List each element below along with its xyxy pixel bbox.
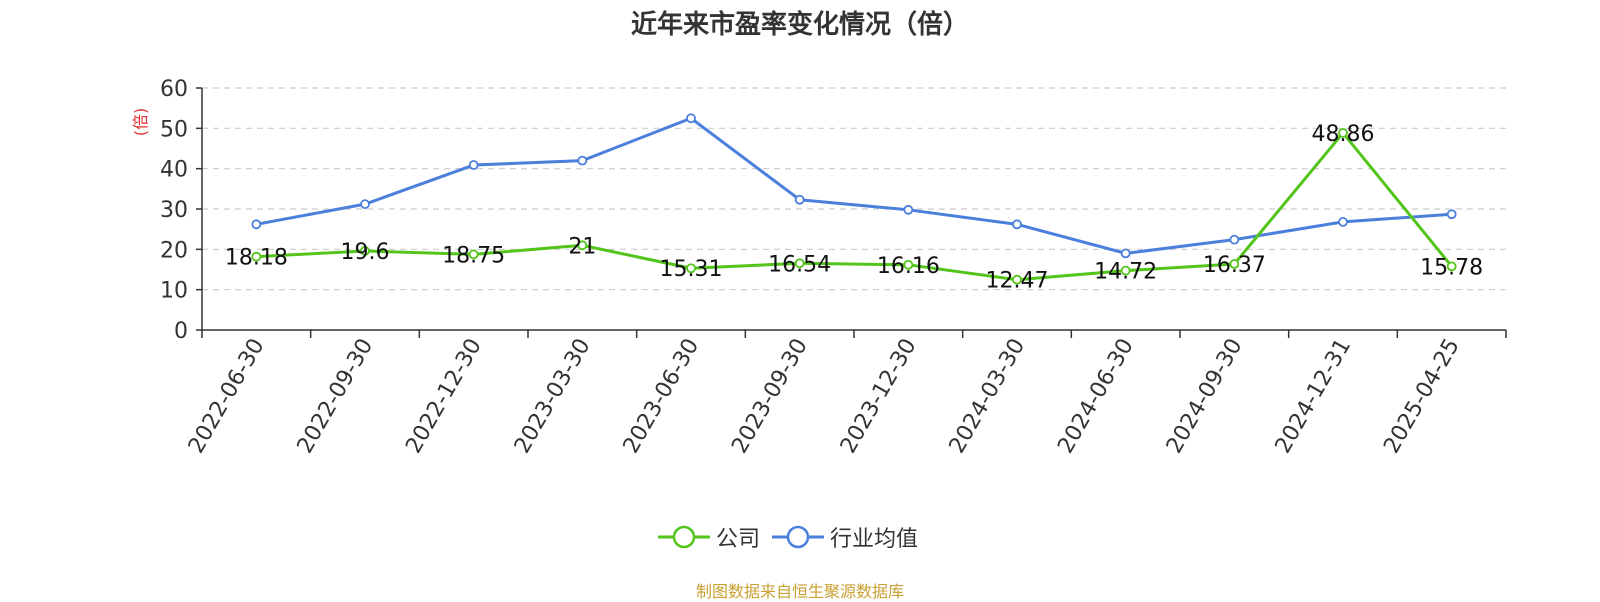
x-tick-label: 2024-03-30 bbox=[945, 335, 1031, 458]
x-tick-label: 2022-12-30 bbox=[401, 335, 487, 458]
legend-marker-company-icon bbox=[658, 525, 710, 549]
y-tick-label: 40 bbox=[160, 158, 188, 183]
point-company bbox=[794, 258, 805, 269]
data-label-company: 19.6 bbox=[341, 240, 390, 265]
point-company bbox=[1012, 274, 1022, 285]
data-label-company: 21 bbox=[568, 234, 596, 259]
x-tick-label: 2023-03-30 bbox=[510, 335, 596, 458]
x-tick-label: 2023-09-30 bbox=[727, 335, 813, 458]
x-tick-label: 2025-04-25 bbox=[1379, 335, 1465, 458]
x-tick-label: 2022-09-30 bbox=[293, 335, 379, 458]
data-label-company: 48.86 bbox=[1312, 122, 1375, 147]
legend-item-company[interactable]: 公司 bbox=[658, 520, 760, 554]
data-label-company: 15.78 bbox=[1420, 255, 1483, 280]
series-lines bbox=[251, 113, 1457, 285]
grid-lines bbox=[202, 87, 1506, 291]
y-tick-label: 60 bbox=[160, 77, 188, 102]
data-labels: 18.18 19.6 18.75 21 15.31 16.54 16.16 12.47 14.7… bbox=[225, 122, 1483, 294]
point-company bbox=[686, 263, 696, 274]
data-label-company: 18.75 bbox=[442, 243, 505, 268]
data-label-company: 15.31 bbox=[660, 257, 723, 282]
series-line-company bbox=[256, 131, 1453, 282]
y-tick-label: 10 bbox=[160, 279, 188, 304]
series-line-industry-avg bbox=[256, 116, 1452, 255]
data-label-company: 14.72 bbox=[1094, 260, 1157, 285]
point-industry-avg bbox=[251, 219, 262, 230]
point-industry-avg bbox=[360, 199, 370, 210]
y-tick-label: 30 bbox=[160, 198, 188, 223]
point-company bbox=[1229, 259, 1240, 269]
data-label-company: 16.16 bbox=[877, 254, 940, 279]
data-label-company: 16.54 bbox=[768, 252, 831, 277]
y-axis-label: (倍) bbox=[131, 108, 150, 137]
y-tick-label: 50 bbox=[160, 117, 188, 142]
point-industry-avg bbox=[1446, 209, 1457, 220]
line-chart: 0 10 20 30 40 50 60 (倍) 2022-06-30 2022-09-30 2022… bbox=[131, 77, 1507, 458]
point-industry-avg bbox=[1120, 248, 1131, 259]
x-tick-label: 2023-06-30 bbox=[619, 335, 705, 458]
y-tick-label: 20 bbox=[160, 238, 188, 263]
point-company bbox=[1338, 128, 1348, 138]
source-note: 制图数据来自恒生聚源数据库 bbox=[695, 582, 904, 601]
point-company bbox=[468, 249, 479, 260]
data-label-company: 18.18 bbox=[225, 246, 288, 271]
point-company bbox=[577, 240, 588, 251]
y-tick-label: 0 bbox=[174, 319, 188, 344]
point-industry-avg bbox=[468, 160, 479, 170]
legend: 公司 行业均值 bbox=[0, 520, 1600, 560]
x-tick-label: 2024-06-30 bbox=[1053, 335, 1139, 458]
legend-item-industry-avg[interactable]: 行业均值 bbox=[772, 520, 918, 554]
point-industry-avg bbox=[686, 113, 696, 124]
point-company bbox=[903, 259, 914, 270]
x-tick-label: 2022-06-30 bbox=[184, 335, 270, 458]
point-industry-avg bbox=[1229, 234, 1240, 245]
data-label-company: 12.47 bbox=[986, 269, 1049, 294]
point-company bbox=[1446, 261, 1457, 272]
point-industry-avg bbox=[903, 204, 914, 215]
point-industry-avg bbox=[1012, 219, 1022, 230]
chart-title: 近年来市盈率变化情况（倍） bbox=[630, 10, 969, 40]
point-company bbox=[251, 251, 262, 262]
point-industry-avg bbox=[794, 194, 805, 205]
x-tick-label: 2024-09-30 bbox=[1162, 335, 1248, 458]
legend-label-industry-avg: 行业均值 bbox=[830, 527, 919, 552]
data-label-company: 16.37 bbox=[1203, 253, 1266, 278]
point-company bbox=[1120, 265, 1131, 276]
legend-label-company: 公司 bbox=[716, 527, 761, 552]
x-tick-label: 2024-12-31 bbox=[1271, 335, 1357, 458]
legend-marker-industry-avg-icon bbox=[772, 525, 824, 549]
point-company bbox=[360, 246, 370, 256]
point-industry-avg bbox=[1338, 217, 1348, 227]
x-tick-label: 2023-12-30 bbox=[836, 335, 922, 458]
point-industry-avg bbox=[577, 155, 588, 166]
